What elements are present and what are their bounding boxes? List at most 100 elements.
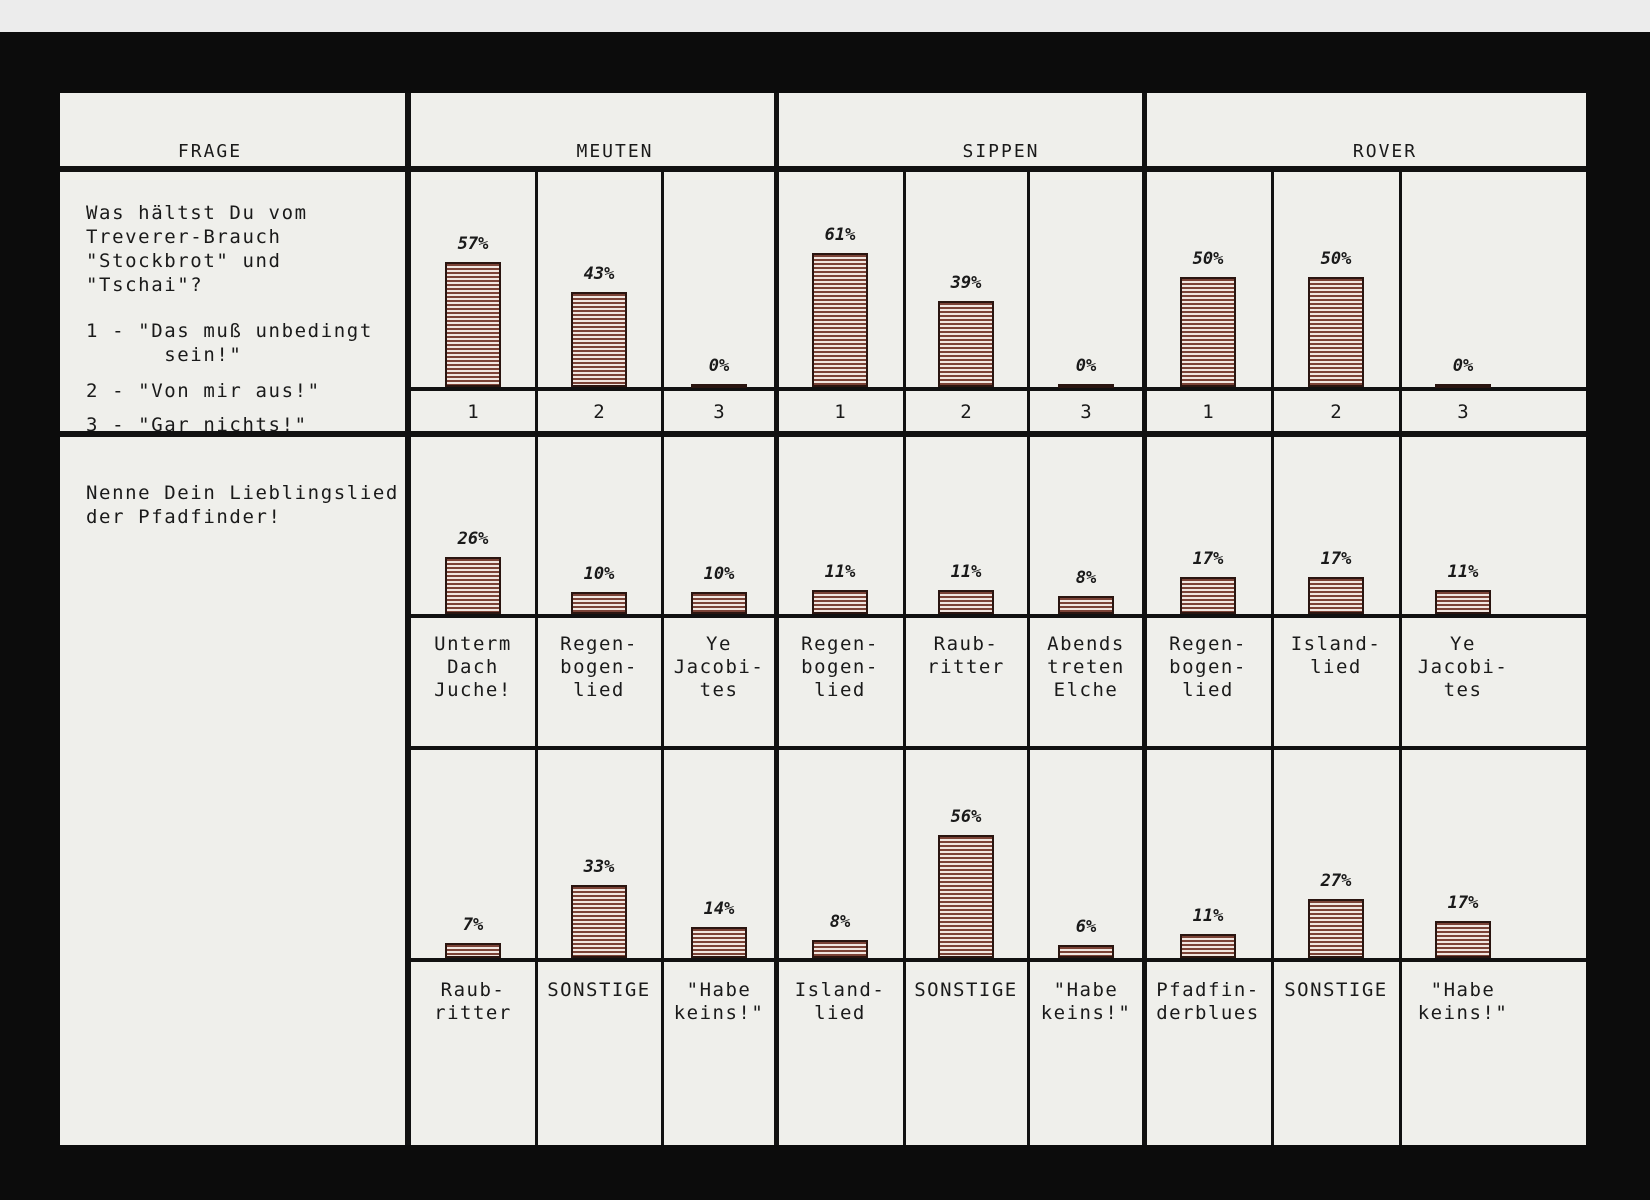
bar-q2-row2-meuten-2 xyxy=(571,885,627,958)
category-label-q2-row1-meuten-2: Regen- bogen- lied xyxy=(560,633,638,701)
bar-q2-row1-meuten-2 xyxy=(571,592,627,614)
bar-q2-row1-meuten-3 xyxy=(691,592,747,614)
question1-line-1: Was hältst Du vom xyxy=(86,202,308,224)
bar-q2-row1-rover-2 xyxy=(1308,576,1364,614)
question1-option-1: 1 - "Das muß unbedingt sein!" xyxy=(86,320,373,366)
question1-option-3: 3 - "Gar nichts!" xyxy=(86,414,308,436)
data-label-q2-row2-rover-3: 17% xyxy=(1447,892,1479,913)
rule-q1-bottom xyxy=(60,431,1586,437)
category-label-q2-row2-rover-2: SONSTIGE xyxy=(1284,979,1388,1001)
header-sippen: SIPPEN xyxy=(962,141,1040,162)
data-label-q1-meuten-2: 43% xyxy=(583,264,615,285)
rule-column-divider-6 xyxy=(1399,172,1402,1145)
bar-q1-rover-1 xyxy=(1180,277,1236,387)
data-label-q2-row1-rover-1: 17% xyxy=(1192,548,1224,569)
bar-q2-row2-meuten-3 xyxy=(691,927,747,958)
tick-label-q1-rover-2: 2 xyxy=(1330,401,1342,423)
tick-label-q1-sippen-3: 3 xyxy=(1080,401,1092,423)
category-label-q2-row1-sippen-2: Raub- ritter xyxy=(927,633,1005,678)
rule-question-column xyxy=(405,93,411,1145)
data-label-q1-rover-3: 0% xyxy=(1452,356,1474,376)
category-label-q2-row2-rover-3: "Habe keins!" xyxy=(1417,979,1509,1024)
bar-q1-sippen-2 xyxy=(938,301,994,387)
header-rover: ROVER xyxy=(1352,141,1418,162)
bar-q2-row2-sippen-3 xyxy=(1058,944,1114,958)
data-label-q2-row1-sippen-2: 11% xyxy=(950,561,982,582)
data-label-q2-row1-rover-3: 11% xyxy=(1447,561,1479,582)
question1-line-2: Treverer-Brauch xyxy=(86,226,282,248)
bar-q2-row1-sippen-3 xyxy=(1058,596,1114,614)
category-label-q2-row2-sippen-1: Island- lied xyxy=(794,979,886,1024)
bar-q1-sippen-1 xyxy=(812,252,868,387)
category-label-q2-row1-rover-1: Regen- bogen- lied xyxy=(1169,633,1247,701)
data-label-q2-row2-meuten-2: 33% xyxy=(583,857,615,878)
category-label-q2-row2-meuten-3: "Habe keins!" xyxy=(673,979,765,1024)
category-label-q2-row1-rover-3: Ye Jacobi- tes xyxy=(1417,633,1509,701)
bar-q2-row1-sippen-1 xyxy=(812,589,868,614)
bar-q2-row2-rover-1 xyxy=(1180,933,1236,958)
rule-column-divider-5 xyxy=(1271,172,1274,1145)
bar-q2-row1-sippen-2 xyxy=(938,589,994,614)
rule-group-divider-2 xyxy=(774,93,779,1145)
category-label-q2-row2-rover-1: Pfadfin- derblues xyxy=(1156,979,1260,1024)
category-label-q2-row2-meuten-1: Raub- ritter xyxy=(434,979,512,1024)
bar-q2-row1-rover-3 xyxy=(1435,589,1491,614)
bar-q2-row1-meuten-1 xyxy=(445,556,501,614)
data-label-q2-row1-meuten-2: 10% xyxy=(583,564,615,584)
data-label-q1-meuten-3: 0% xyxy=(708,356,730,376)
tick-label-q1-meuten-1: 1 xyxy=(467,401,479,423)
tick-label-q1-rover-3: 3 xyxy=(1457,401,1469,423)
bar-q1-rover-2 xyxy=(1308,277,1364,387)
header-meuten: MEUTEN xyxy=(576,141,654,162)
data-label-q1-rover-2: 50% xyxy=(1320,249,1352,269)
data-label-q2-row2-sippen-2: 56% xyxy=(950,806,982,827)
rule-q2-row-divider xyxy=(410,746,1586,750)
rule-column-divider-4 xyxy=(1027,172,1030,1145)
survey-chart-sheet: FRAGE MEUTEN SIPPEN ROVER Was hältst Du … xyxy=(60,93,1586,1145)
category-label-q2-row1-rover-2: Island- lied xyxy=(1290,633,1382,678)
bar-q1-meuten-1 xyxy=(445,261,501,387)
rule-q1-axis xyxy=(410,387,1586,391)
bar-q2-row1-rover-1 xyxy=(1180,576,1236,614)
rule-column-divider-2 xyxy=(661,172,664,1145)
data-label-q2-row2-meuten-1: 7% xyxy=(462,914,484,935)
bar-q2-row2-rover-3 xyxy=(1435,920,1491,958)
category-label-q2-row2-meuten-2: SONSTIGE xyxy=(547,979,651,1001)
bar-q2-row2-meuten-1 xyxy=(445,942,501,958)
tick-label-q1-sippen-2: 2 xyxy=(960,401,972,423)
data-label-q1-sippen-3: 0% xyxy=(1075,356,1097,376)
rule-column-divider-1 xyxy=(535,172,538,1145)
category-label-q2-row2-sippen-2: SONSTIGE xyxy=(914,979,1018,1001)
bar-q1-meuten-2 xyxy=(571,292,627,387)
question1-line-3: "Stockbrot" und xyxy=(86,250,282,272)
category-label-q2-row2-sippen-3: "Habe keins!" xyxy=(1040,979,1132,1024)
data-label-q1-meuten-1: 57% xyxy=(457,233,489,254)
question2-line-1: Nenne Dein Lieblingslied xyxy=(86,482,399,504)
question2-line-2: der Pfadfinder! xyxy=(86,506,282,528)
bar-q2-row2-sippen-2 xyxy=(938,834,994,958)
data-label-q2-row1-meuten-3: 10% xyxy=(703,564,735,584)
tick-label-q1-rover-1: 1 xyxy=(1202,401,1214,423)
data-label-q1-rover-1: 50% xyxy=(1192,249,1224,269)
question1-option-2: 2 - "Von mir aus!" xyxy=(86,380,321,402)
data-label-q2-row2-sippen-1: 8% xyxy=(829,912,851,933)
data-label-q2-row1-rover-2: 17% xyxy=(1320,548,1352,569)
tick-label-q1-sippen-1: 1 xyxy=(834,401,846,423)
rule-group-divider-3 xyxy=(1142,93,1147,1145)
bar-q1-sippen-3 xyxy=(1058,384,1114,388)
category-label-q2-row1-meuten-1: Unterm Dach Juche! xyxy=(434,633,512,701)
data-label-q2-row1-sippen-3: 8% xyxy=(1075,568,1097,589)
category-label-q2-row1-meuten-3: Ye Jacobi- tes xyxy=(673,633,765,701)
scan-margin xyxy=(0,0,1650,32)
tick-label-q1-meuten-2: 2 xyxy=(593,401,605,423)
data-label-q2-row2-rover-2: 27% xyxy=(1320,870,1352,891)
data-label-q2-row2-sippen-3: 6% xyxy=(1075,916,1097,937)
header-frage: FRAGE xyxy=(177,141,243,162)
category-label-q2-row1-sippen-1: Regen- bogen- lied xyxy=(801,633,879,701)
data-label-q2-row2-rover-1: 11% xyxy=(1192,905,1224,926)
tick-label-q1-meuten-3: 3 xyxy=(713,401,725,423)
data-label-q1-sippen-2: 39% xyxy=(950,273,982,294)
rule-q2-axis-1 xyxy=(410,614,1586,618)
data-label-q2-row2-meuten-3: 14% xyxy=(703,899,735,920)
data-label-q2-row1-sippen-1: 11% xyxy=(824,561,856,582)
